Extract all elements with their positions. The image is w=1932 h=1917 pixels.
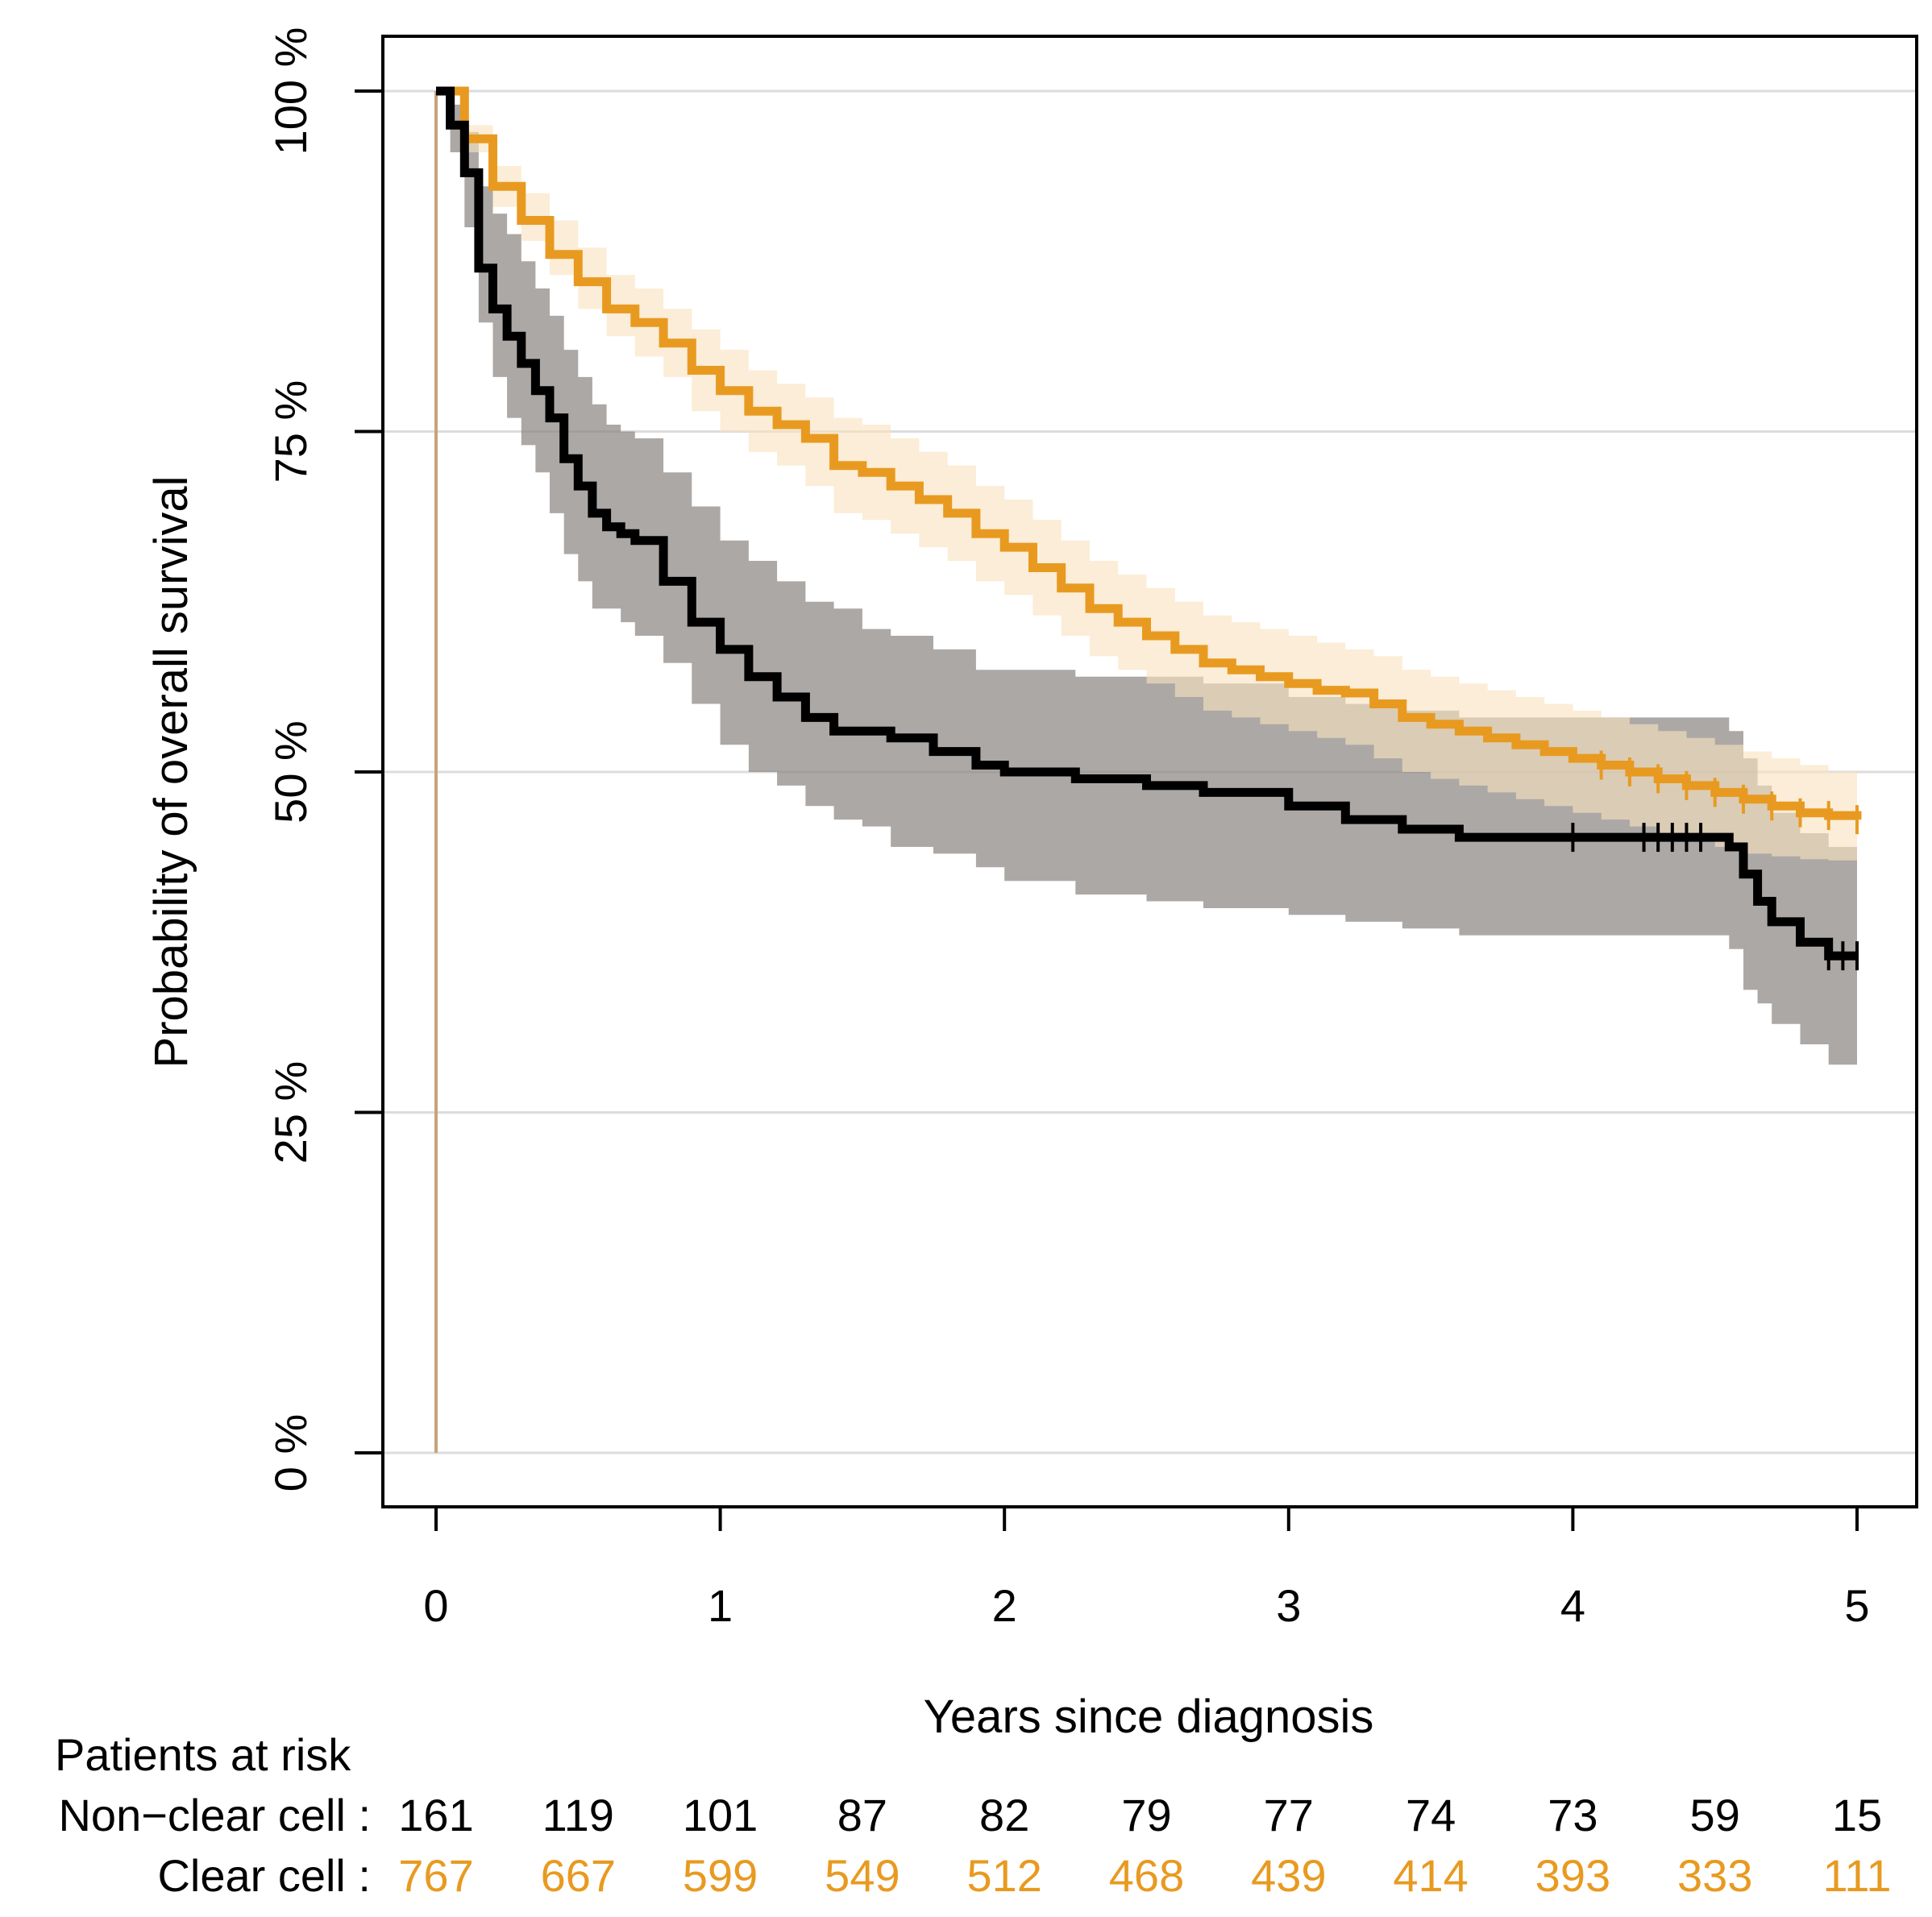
y-tick-label: 50 %: [265, 720, 316, 824]
x-tick-label: 4: [1560, 1580, 1585, 1631]
risk-value: 414: [1393, 1850, 1468, 1901]
risk-value: 512: [966, 1850, 1041, 1901]
risk-value: 77: [1264, 1790, 1314, 1840]
confidence-bands: [436, 91, 1857, 1065]
risk-value: 439: [1251, 1850, 1326, 1901]
risk-value: 82: [979, 1790, 1029, 1840]
risk-value: 767: [398, 1850, 473, 1901]
risk-value: 74: [1406, 1790, 1456, 1840]
y-tick-label: 0 %: [265, 1414, 316, 1492]
y-axis-title: Probability of overall survival: [145, 476, 197, 1068]
x-tick-label: 1: [708, 1580, 733, 1631]
axes: 0 1 2 3 4 50 %25 %50 %75 %100 %: [265, 27, 1870, 1631]
risk-value: 79: [1121, 1790, 1171, 1840]
x-tick-label: 3: [1276, 1580, 1301, 1631]
risk-value: 468: [1109, 1850, 1184, 1901]
x-axis-title: Years since diagnosis: [924, 1691, 1374, 1743]
risk-value: 73: [1548, 1790, 1598, 1840]
y-tick-label: 100 %: [265, 27, 316, 156]
risk-value: 119: [542, 1790, 614, 1840]
y-tick-label: 25 %: [265, 1061, 316, 1164]
risk-value: 599: [683, 1850, 758, 1901]
risk-value: 161: [398, 1790, 473, 1840]
x-tick-label: 0: [423, 1580, 448, 1631]
x-tick-label: 5: [1844, 1580, 1869, 1631]
risk-value: 667: [541, 1850, 616, 1901]
risk-row-label: Non−clear cell :: [58, 1790, 371, 1840]
risk-value: 111: [1822, 1850, 1891, 1901]
risk-value: 15: [1832, 1790, 1882, 1840]
risk-value: 87: [837, 1790, 887, 1840]
risk-value: 393: [1535, 1850, 1610, 1901]
risk-value: 101: [683, 1790, 758, 1840]
risk-value: 549: [825, 1850, 900, 1901]
risk-value: 333: [1677, 1850, 1752, 1901]
y-tick-label: 75 %: [265, 380, 316, 483]
risk-row-label: Clear cell :: [157, 1850, 371, 1901]
risk-table: Non−clear cell : 161 119 101 87 82 79 77 74 73 59 1…: [58, 1790, 1891, 1901]
risk-table-heading: Patients at risk: [55, 1729, 351, 1780]
survival-curves: [434, 86, 1862, 1453]
confidence-band-non-clear-cell: [436, 91, 1857, 1065]
survival-curve-non-clear-cell: [436, 86, 1857, 961]
x-tick-label: 2: [992, 1580, 1017, 1631]
risk-value: 59: [1690, 1790, 1740, 1840]
